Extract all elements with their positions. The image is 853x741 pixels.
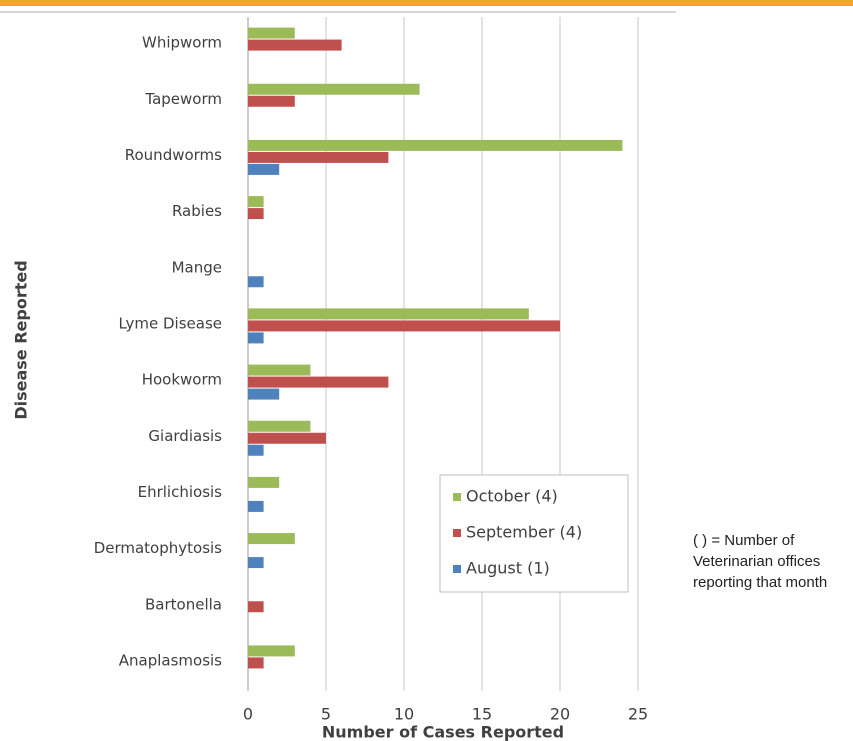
annotation: ( ) = Number of Veterinarian offices rep… [693, 532, 828, 591]
bar [248, 432, 326, 444]
bar [248, 139, 623, 151]
y-tick-label: Hookworm [142, 371, 222, 389]
x-tick-label: 20 [550, 705, 570, 724]
legend-label: October (4) [466, 487, 558, 506]
bar [248, 83, 420, 95]
bar [248, 151, 389, 163]
legend-label: August (1) [466, 559, 550, 578]
bar [248, 332, 264, 344]
bar [248, 208, 264, 220]
bar [248, 601, 264, 613]
y-tick-label: Mange [172, 258, 222, 276]
bar [248, 444, 264, 456]
y-tick-label: Tapeworm [144, 90, 222, 108]
bar [248, 27, 295, 39]
x-tick-label: 15 [472, 705, 492, 724]
y-tick-label: Anaplasmosis [119, 651, 222, 669]
y-tick-label: Roundworms [125, 146, 222, 164]
bar [248, 196, 264, 208]
x-tick-label: 25 [628, 705, 648, 724]
bar [248, 364, 311, 376]
y-tick-label: Lyme Disease [119, 314, 222, 332]
y-tick-label: Ehrlichiosis [138, 483, 223, 501]
bar [248, 500, 264, 512]
x-tick-label: 10 [394, 705, 414, 724]
bar [248, 376, 389, 388]
bar [248, 557, 264, 569]
x-axis-title: Number of Cases Reported [322, 723, 564, 741]
bar [248, 308, 529, 320]
bar [248, 657, 264, 669]
bar [248, 163, 280, 175]
x-tick-label: 0 [243, 705, 253, 724]
y-tick-label: Rabies [172, 202, 222, 220]
x-tick-label: 5 [321, 705, 331, 724]
bar [248, 388, 280, 400]
legend-swatch [453, 493, 461, 501]
legend-label: September (4) [466, 523, 582, 542]
legend-swatch [453, 565, 461, 573]
y-tick-label: Whipworm [142, 34, 222, 52]
y-tick-label: Bartonella [145, 595, 222, 613]
bar [248, 420, 311, 432]
y-tick-label: Giardiasis [148, 427, 222, 445]
bar [248, 276, 264, 288]
bar [248, 645, 295, 657]
bar [248, 533, 295, 545]
legend-box [439, 474, 629, 593]
y-axis-title: Disease Reported [12, 260, 31, 419]
y-tick-label: Dermatophytosis [94, 539, 222, 557]
top-bar [0, 0, 853, 6]
legend-swatch [453, 529, 461, 537]
bar [248, 320, 560, 332]
bar [248, 476, 280, 488]
bar [248, 39, 342, 51]
bar [248, 95, 295, 107]
